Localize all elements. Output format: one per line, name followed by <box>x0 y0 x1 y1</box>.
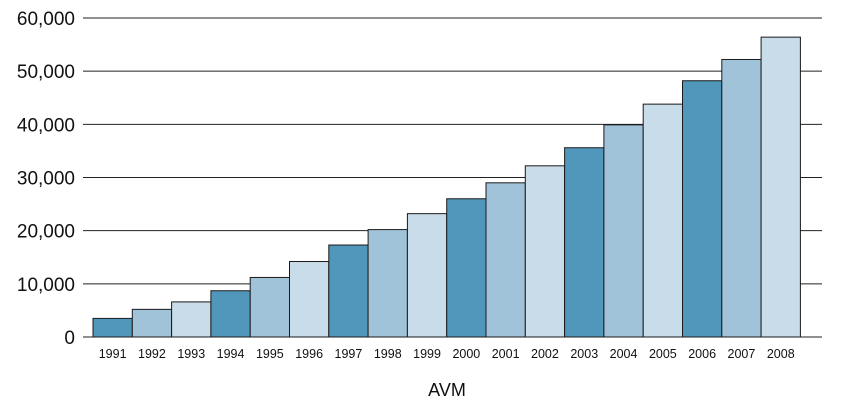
x-tick-label-2003: 2003 <box>570 347 598 361</box>
bar-2004 <box>603 124 644 338</box>
y-tick-label: 30,000 <box>17 169 75 190</box>
x-tick-label-1991: 1991 <box>99 347 127 361</box>
x-tick-label-2006: 2006 <box>688 347 716 361</box>
x-tick-label-1997: 1997 <box>335 347 363 361</box>
bar-2006 <box>682 80 723 338</box>
bar-2003 <box>564 147 605 338</box>
x-axis-label: AVM <box>428 380 466 400</box>
y-tick-label: 0 <box>64 328 75 349</box>
bar-2001 <box>485 182 526 338</box>
bar-2000 <box>446 198 487 338</box>
bar-1996 <box>289 261 330 338</box>
x-tick-label-1993: 1993 <box>177 347 205 361</box>
x-tick-labels: 1991 1992 1993 1994 1995 1996 1997 1998 1999 2000… <box>99 347 795 361</box>
bar-1999 <box>406 213 448 338</box>
x-tick-label-2007: 2007 <box>728 347 756 361</box>
x-tick-label-1994: 1994 <box>217 347 245 361</box>
bar-1997 <box>328 244 369 338</box>
y-tick-label: 50,000 <box>17 62 75 83</box>
y-tick-label: 60,000 <box>17 9 75 30</box>
x-tick-label-1992: 1992 <box>138 347 166 361</box>
y-tick-labels: 0 10,000 20,000 30,000 40,000 50,000 60,000 <box>17 9 75 349</box>
x-tick-label-2005: 2005 <box>649 347 677 361</box>
bar-1994 <box>210 290 251 338</box>
x-tick-label-2008: 2008 <box>767 347 795 361</box>
bar-1995 <box>249 276 290 338</box>
y-tick-label: 40,000 <box>17 115 75 136</box>
x-tick-label-2004: 2004 <box>610 347 638 361</box>
bar-1992 <box>131 308 173 338</box>
x-tick-label-2002: 2002 <box>531 347 559 361</box>
bars <box>92 36 801 338</box>
y-tick-label: 10,000 <box>17 275 75 296</box>
bar-1991 <box>92 317 133 338</box>
x-tick-label-1996: 1996 <box>295 347 323 361</box>
x-tick-label-1999: 1999 <box>413 347 441 361</box>
x-tick-label-2001: 2001 <box>492 347 520 361</box>
bar-1998 <box>367 229 408 338</box>
bar-2007 <box>721 58 762 338</box>
x-tick-label-2000: 2000 <box>452 347 480 361</box>
bar-1993 <box>171 301 212 338</box>
bar-2008 <box>760 36 801 338</box>
x-tick-label-1998: 1998 <box>374 347 402 361</box>
bar-2005 <box>642 103 684 338</box>
x-tick-label-1995: 1995 <box>256 347 284 361</box>
y-tick-label: 20,000 <box>17 222 75 243</box>
bar-2002 <box>524 165 566 338</box>
